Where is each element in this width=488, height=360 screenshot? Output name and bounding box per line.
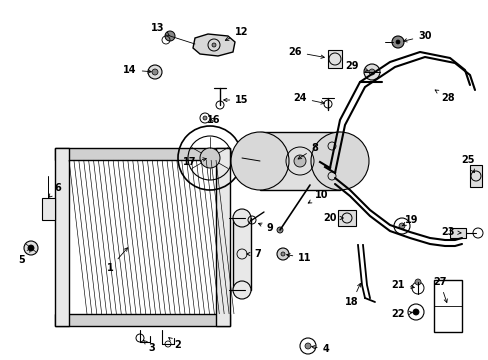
Circle shape bbox=[293, 155, 305, 167]
Circle shape bbox=[276, 248, 288, 260]
Text: 11: 11 bbox=[286, 253, 311, 263]
Text: 24: 24 bbox=[293, 93, 324, 104]
Circle shape bbox=[281, 252, 285, 256]
Text: 3: 3 bbox=[143, 341, 155, 353]
Circle shape bbox=[395, 40, 399, 44]
Circle shape bbox=[212, 43, 216, 47]
Text: 8: 8 bbox=[298, 143, 318, 159]
Text: 26: 26 bbox=[287, 47, 324, 58]
Text: 14: 14 bbox=[123, 65, 151, 75]
Circle shape bbox=[24, 241, 38, 255]
Circle shape bbox=[368, 69, 374, 75]
Text: 4: 4 bbox=[311, 344, 329, 354]
Text: 29: 29 bbox=[345, 61, 367, 72]
Text: 10: 10 bbox=[307, 190, 328, 203]
Text: 12: 12 bbox=[225, 27, 248, 40]
Circle shape bbox=[230, 132, 288, 190]
Bar bbox=[42, 198, 55, 220]
Text: 20: 20 bbox=[323, 213, 343, 223]
Circle shape bbox=[152, 69, 158, 75]
Circle shape bbox=[232, 209, 250, 227]
Text: 23: 23 bbox=[440, 227, 460, 237]
Text: 6: 6 bbox=[49, 183, 61, 197]
Text: 19: 19 bbox=[402, 215, 418, 226]
Text: 30: 30 bbox=[403, 31, 431, 42]
Text: 25: 25 bbox=[460, 155, 474, 173]
Bar bbox=[216, 148, 229, 326]
Text: 13: 13 bbox=[151, 23, 169, 36]
Text: 22: 22 bbox=[390, 309, 411, 319]
Text: 21: 21 bbox=[390, 280, 413, 290]
Text: 27: 27 bbox=[432, 277, 447, 302]
Circle shape bbox=[232, 281, 250, 299]
Text: 9: 9 bbox=[258, 223, 273, 233]
Text: 18: 18 bbox=[345, 283, 360, 307]
Text: 28: 28 bbox=[434, 90, 454, 103]
Circle shape bbox=[412, 309, 418, 315]
Circle shape bbox=[164, 31, 175, 41]
Bar bbox=[449, 228, 465, 238]
Circle shape bbox=[363, 64, 379, 80]
Circle shape bbox=[148, 65, 162, 79]
Bar bbox=[55, 314, 229, 326]
Circle shape bbox=[310, 132, 368, 190]
Circle shape bbox=[200, 148, 220, 168]
Bar bbox=[327, 50, 341, 68]
Circle shape bbox=[28, 245, 34, 251]
Text: 5: 5 bbox=[19, 249, 30, 265]
Bar bbox=[55, 148, 69, 326]
Text: 16: 16 bbox=[207, 115, 220, 125]
Text: 1: 1 bbox=[106, 248, 127, 273]
Bar bbox=[260, 132, 339, 190]
Circle shape bbox=[398, 223, 404, 229]
Text: 17: 17 bbox=[183, 157, 206, 167]
Circle shape bbox=[391, 36, 403, 48]
Text: 15: 15 bbox=[223, 95, 248, 105]
Bar bbox=[232, 218, 250, 290]
Circle shape bbox=[203, 116, 206, 120]
Bar bbox=[337, 210, 355, 226]
Text: 7: 7 bbox=[246, 249, 261, 259]
Bar bbox=[433, 280, 461, 332]
Bar bbox=[469, 165, 481, 187]
Text: 2: 2 bbox=[168, 338, 181, 350]
Polygon shape bbox=[193, 34, 235, 56]
Bar bbox=[55, 148, 229, 160]
Circle shape bbox=[414, 279, 420, 285]
Circle shape bbox=[305, 343, 310, 349]
Circle shape bbox=[276, 227, 283, 233]
